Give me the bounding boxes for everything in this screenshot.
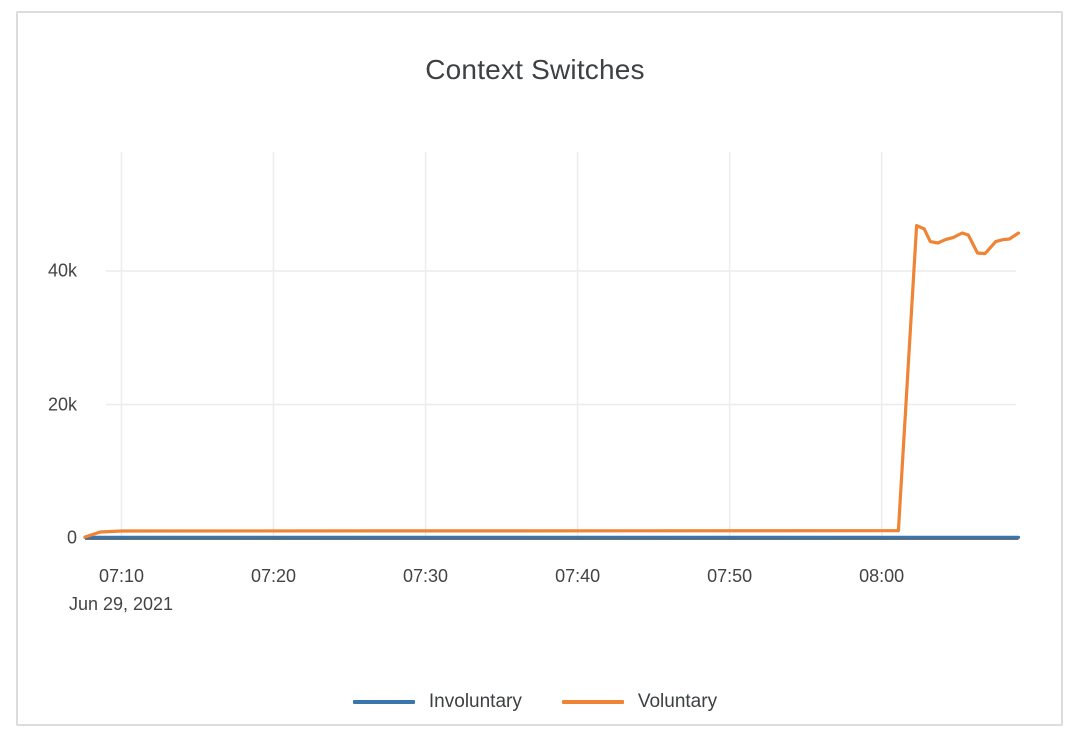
- legend-item-involuntary[interactable]: Involuntary: [352, 691, 522, 713]
- legend: Involuntary Voluntary: [0, 691, 1070, 713]
- legend-line-swatch-voluntary: [561, 700, 624, 704]
- legend-line-swatch-involuntary: [352, 700, 415, 704]
- chart-title: Context Switches: [425, 54, 645, 85]
- x-tick-label: 07:40: [555, 566, 601, 586]
- x-axis-date-label: Jun 29, 2021: [68, 594, 174, 614]
- x-tick-label: 07:20: [250, 566, 297, 586]
- series-line-voluntary[interactable]: [83, 224, 1021, 539]
- x-tick-label: 08:00: [859, 566, 905, 586]
- y-tick-label: 0: [66, 527, 77, 548]
- legend-label-involuntary: Involuntary: [428, 691, 522, 712]
- x-tick-label: 07:50: [707, 566, 753, 586]
- y-tick-label: 40k: [47, 260, 77, 281]
- x-tick-label: 07:30: [403, 566, 449, 586]
- chart-card: [16, 11, 1063, 726]
- legend-label-voluntary: Voluntary: [637, 691, 718, 712]
- y-tick-label: 20k: [47, 394, 77, 414]
- legend-item-voluntary[interactable]: Voluntary: [561, 691, 718, 713]
- x-tick-label: 07:10: [98, 566, 145, 586]
